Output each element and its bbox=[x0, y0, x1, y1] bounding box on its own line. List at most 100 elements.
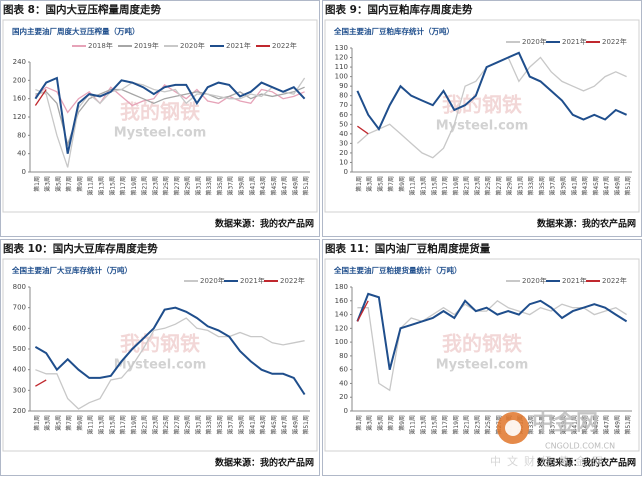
x-tick-label: 第43周 bbox=[259, 176, 267, 196]
y-tick-label: 60 bbox=[339, 111, 348, 119]
x-tick-label: 第19周 bbox=[452, 415, 460, 435]
x-tick-label: 第3周 bbox=[366, 415, 374, 431]
x-tick-label: 第43周 bbox=[581, 415, 589, 435]
x-tick-label: 第35周 bbox=[216, 415, 224, 435]
legend-label: 2022年 bbox=[272, 41, 297, 50]
x-tick-label: 第41周 bbox=[248, 176, 256, 196]
series-line bbox=[35, 77, 306, 168]
legend-label: 2019年 bbox=[134, 41, 159, 50]
legend-label: 2022年 bbox=[602, 37, 627, 46]
x-tick-label: 第47周 bbox=[603, 176, 611, 196]
x-tick-label: 第29周 bbox=[506, 176, 514, 196]
x-tick-label: 第51周 bbox=[624, 176, 632, 196]
y-tick-label: 0 bbox=[22, 168, 26, 176]
legend-label: 2020年 bbox=[180, 41, 205, 50]
x-tick-label: 第13周 bbox=[420, 415, 428, 435]
x-tick-label: 第47周 bbox=[603, 415, 611, 435]
x-tick-label: 第11周 bbox=[87, 415, 95, 435]
x-tick-label: 第37周 bbox=[549, 176, 557, 196]
y-tick-label: 80 bbox=[339, 352, 348, 360]
x-tick-label: 第45周 bbox=[270, 176, 278, 196]
y-tick-label: 140 bbox=[335, 311, 348, 319]
x-tick-label: 第37周 bbox=[549, 415, 557, 435]
x-tick-label: 第11周 bbox=[409, 176, 417, 196]
x-tick-label: 第1周 bbox=[33, 415, 41, 431]
x-tick-label: 第15周 bbox=[108, 415, 116, 435]
y-tick-label: 10 bbox=[339, 158, 348, 166]
legend-label: 2022年 bbox=[602, 276, 627, 285]
logo-name: 中金网 bbox=[532, 410, 598, 436]
y-tick-label: 40 bbox=[339, 379, 348, 387]
x-tick-label: 第17周 bbox=[441, 176, 449, 196]
y-tick-label: 200 bbox=[13, 407, 26, 415]
x-tick-label: 第23周 bbox=[151, 415, 159, 435]
figure-caption: 图表 10：国内大豆库存周度走势 bbox=[3, 242, 158, 255]
x-tick-label: 第45周 bbox=[270, 415, 278, 435]
y-tick-label: 60 bbox=[339, 366, 348, 374]
y-tick-label: 20 bbox=[339, 149, 348, 157]
legend-label: 2021年 bbox=[562, 37, 587, 46]
figure-caption: 图表 11：国内油厂豆粕周度提货量 bbox=[325, 242, 491, 255]
source-note: 数据来源：我的农产品网 bbox=[215, 218, 314, 230]
y-tick-label: 200 bbox=[13, 76, 26, 84]
chart-frame bbox=[324, 19, 640, 213]
x-tick-label: 第25周 bbox=[162, 415, 170, 435]
chart-title: 国内主要油厂周度大豆压榨量（万吨） bbox=[12, 26, 140, 36]
x-tick-label: 第51周 bbox=[302, 415, 310, 435]
y-tick-label: 100 bbox=[335, 338, 348, 346]
y-tick-label: 0 bbox=[344, 168, 348, 176]
x-tick-label: 第1周 bbox=[33, 176, 41, 192]
x-tick-label: 第43周 bbox=[259, 415, 267, 435]
y-tick-label: 130 bbox=[335, 44, 348, 52]
chart-frame bbox=[2, 19, 318, 213]
x-tick-label: 第41周 bbox=[570, 415, 578, 435]
legend-label: 2020年 bbox=[200, 276, 225, 285]
y-tick-label: 40 bbox=[339, 130, 348, 138]
x-tick-label: 第9周 bbox=[76, 415, 84, 431]
source-note: 数据来源：我的农产品网 bbox=[215, 457, 314, 469]
x-tick-label: 第3周 bbox=[44, 176, 52, 192]
x-tick-label: 第3周 bbox=[44, 415, 52, 431]
x-tick-label: 第35周 bbox=[538, 176, 546, 196]
series-line bbox=[34, 306, 306, 396]
chart-frame bbox=[324, 258, 640, 452]
y-tick-label: 80 bbox=[17, 131, 26, 139]
x-tick-label: 第45周 bbox=[592, 415, 600, 435]
y-tick-label: 120 bbox=[335, 54, 348, 62]
x-tick-label: 第25周 bbox=[484, 415, 492, 435]
x-tick-label: 第33周 bbox=[205, 176, 213, 196]
x-tick-label: 第31周 bbox=[194, 176, 202, 196]
x-tick-label: 第33周 bbox=[527, 176, 535, 196]
x-tick-label: 第39周 bbox=[560, 176, 568, 196]
x-tick-label: 第45周 bbox=[592, 176, 600, 196]
x-tick-label: 第51周 bbox=[624, 415, 632, 435]
x-tick-label: 第15周 bbox=[108, 176, 116, 196]
y-tick-label: 160 bbox=[335, 297, 348, 305]
x-tick-label: 第1周 bbox=[355, 176, 363, 192]
x-tick-label: 第5周 bbox=[376, 415, 384, 431]
y-tick-label: 160 bbox=[13, 95, 26, 103]
y-tick-label: 120 bbox=[13, 113, 26, 121]
legend-label: 2020年 bbox=[522, 37, 547, 46]
x-tick-label: 第15周 bbox=[430, 415, 438, 435]
x-tick-label: 第29周 bbox=[184, 176, 192, 196]
x-tick-label: 第49周 bbox=[613, 415, 621, 435]
x-tick-label: 第49周 bbox=[291, 176, 299, 196]
x-tick-label: 第49周 bbox=[291, 415, 299, 435]
y-tick-label: 600 bbox=[13, 324, 26, 332]
x-tick-label: 第47周 bbox=[281, 176, 289, 196]
watermark: 我的钢铁 bbox=[120, 100, 200, 124]
y-tick-label: 80 bbox=[339, 92, 348, 100]
y-tick-label: 20 bbox=[339, 393, 348, 401]
x-tick-label: 第37周 bbox=[227, 415, 235, 435]
x-tick-label: 第5周 bbox=[54, 176, 62, 192]
logo-mark bbox=[505, 420, 521, 436]
x-tick-label: 第47周 bbox=[281, 415, 289, 435]
series-line bbox=[357, 125, 369, 135]
y-tick-label: 100 bbox=[335, 73, 348, 81]
watermark: Mysteel.com bbox=[114, 358, 207, 373]
legend-label: 2021年 bbox=[562, 276, 587, 285]
panel-frame bbox=[0, 239, 320, 476]
x-tick-label: 第33周 bbox=[205, 415, 213, 435]
